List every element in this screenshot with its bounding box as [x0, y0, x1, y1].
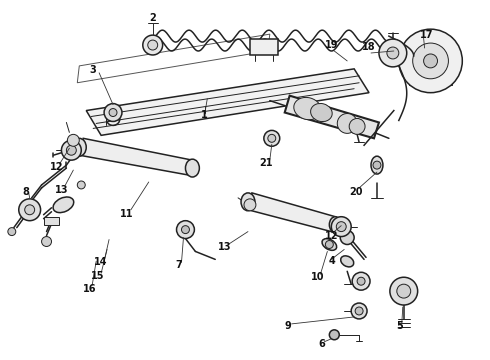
Circle shape [66, 145, 76, 155]
Text: 10: 10 [311, 272, 324, 282]
Ellipse shape [241, 193, 255, 211]
Ellipse shape [322, 239, 337, 250]
Circle shape [77, 181, 85, 189]
Circle shape [19, 199, 41, 221]
Bar [409, 37, 452, 85]
Polygon shape [79, 138, 193, 175]
Circle shape [340, 231, 354, 244]
Polygon shape [285, 96, 379, 138]
Text: 18: 18 [362, 42, 376, 52]
Text: 7: 7 [175, 260, 182, 270]
Circle shape [325, 240, 333, 248]
Circle shape [387, 47, 399, 59]
Circle shape [104, 104, 122, 121]
Circle shape [399, 29, 462, 93]
Circle shape [42, 237, 51, 247]
Text: 15: 15 [92, 271, 105, 281]
Text: 6: 6 [318, 339, 325, 349]
Ellipse shape [53, 197, 74, 213]
Circle shape [351, 303, 367, 319]
Circle shape [337, 113, 357, 133]
Text: 17: 17 [420, 30, 433, 40]
Circle shape [331, 217, 351, 237]
Ellipse shape [73, 138, 86, 156]
Circle shape [148, 40, 158, 50]
Circle shape [390, 277, 417, 305]
Ellipse shape [185, 159, 199, 177]
Bar [44, 217, 59, 225]
Circle shape [397, 284, 411, 298]
Ellipse shape [371, 156, 383, 174]
Text: 4: 4 [329, 256, 336, 266]
Circle shape [264, 130, 280, 146]
Circle shape [373, 161, 381, 169]
Text: 20: 20 [349, 187, 363, 197]
Circle shape [413, 43, 448, 79]
Circle shape [181, 226, 190, 234]
Text: 9: 9 [284, 321, 291, 331]
Text: 1: 1 [201, 109, 208, 120]
Polygon shape [248, 193, 335, 231]
Circle shape [349, 118, 365, 134]
Circle shape [61, 140, 81, 160]
Circle shape [143, 35, 163, 55]
Circle shape [109, 109, 117, 117]
Text: 8: 8 [22, 187, 29, 197]
Text: 5: 5 [396, 321, 403, 331]
Circle shape [268, 134, 276, 142]
Text: 2: 2 [149, 13, 156, 23]
Text: 14: 14 [95, 257, 108, 267]
Text: 16: 16 [82, 284, 96, 294]
Ellipse shape [329, 217, 341, 233]
Circle shape [244, 199, 256, 211]
Bar [250, 39, 278, 55]
Ellipse shape [341, 256, 354, 267]
Text: 3: 3 [90, 65, 97, 75]
Circle shape [352, 272, 370, 290]
Bar [403, 51, 415, 71]
Text: 19: 19 [324, 40, 338, 50]
Text: 13: 13 [55, 185, 68, 195]
Ellipse shape [311, 103, 332, 122]
Text: 12: 12 [49, 162, 63, 172]
Circle shape [68, 134, 79, 146]
Text: 13: 13 [219, 243, 232, 252]
Circle shape [336, 222, 346, 231]
Text: 11: 11 [120, 209, 134, 219]
Text: 12: 12 [324, 230, 338, 240]
Circle shape [8, 228, 16, 235]
Polygon shape [86, 69, 369, 135]
Circle shape [355, 307, 363, 315]
Circle shape [357, 277, 365, 285]
Circle shape [24, 205, 35, 215]
Circle shape [424, 54, 438, 68]
Circle shape [176, 221, 195, 239]
Text: 21: 21 [259, 158, 272, 168]
Circle shape [379, 39, 407, 67]
Circle shape [329, 330, 339, 340]
Ellipse shape [294, 98, 321, 120]
